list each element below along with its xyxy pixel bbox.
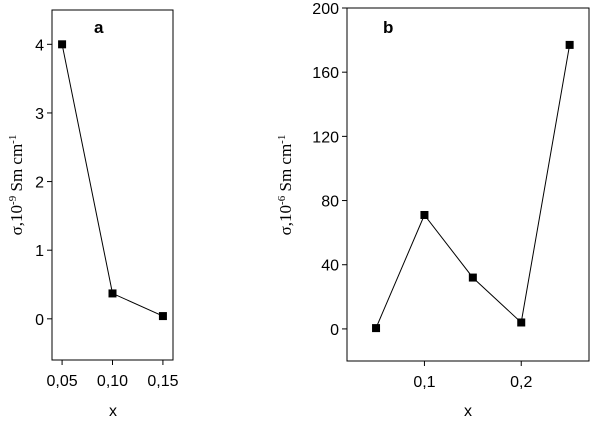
y-tick-label-a-3: 3 [35, 106, 44, 123]
y-axis-label-b: σ,10-6 Sm cm-1 [276, 135, 295, 236]
x-axis-b: 0,1 0,2 [413, 361, 532, 391]
y-label-b-unit-exp: -1 [276, 135, 288, 144]
y-tick-label-b-2: 80 [321, 194, 339, 211]
y-tick-label-b-1: 40 [321, 258, 339, 275]
panel-label-a: a [94, 18, 104, 37]
y-tick-label-b-0: 0 [330, 322, 339, 339]
y-tick-label-b-3: 120 [312, 129, 339, 146]
data-point-b-4 [565, 40, 574, 49]
series-b [372, 40, 574, 333]
y-tick-label-a-2: 2 [35, 175, 44, 192]
panel-label-b: b [383, 18, 393, 37]
y-label-a-exp: -9 [7, 195, 19, 205]
chart-b: 0,1 0,2 0 40 80 120 160 200 b x σ,10-6 Sm cm-1 [276, 1, 590, 420]
data-point-b-2 [468, 273, 477, 282]
y-label-b-exp: -6 [276, 195, 288, 205]
x-axis-a: 0,05 0,10 0,15 [47, 360, 179, 390]
data-point-b-1 [420, 210, 429, 219]
y-label-a-unit: Sm cm [7, 144, 26, 196]
data-point-a-0 [58, 40, 67, 49]
data-point-a-1 [108, 289, 117, 298]
x-tick-label-b-1: 0,2 [510, 374, 532, 391]
x-tick-label-a-0: 0,05 [47, 373, 78, 390]
data-point-b-3 [517, 318, 526, 327]
series-line-b-0 [375, 44, 571, 329]
y-tick-label-a-4: 4 [35, 37, 44, 54]
y-tick-label-a-1: 1 [35, 243, 44, 260]
series-line-a-0 [61, 44, 164, 317]
y-axis-b: 0 40 80 120 160 200 [312, 1, 347, 339]
y-label-b-base: σ,10 [276, 205, 295, 235]
x-axis-label-b: x [464, 403, 472, 420]
plot-frame-b [346, 7, 590, 362]
x-axis-label-a: x [109, 403, 117, 420]
data-point-b-0 [372, 324, 381, 333]
series-a [58, 40, 167, 321]
y-label-a-unit-exp: -1 [7, 135, 19, 144]
plot-frame-a [51, 9, 174, 361]
y-label-b-unit: Sm cm [276, 144, 295, 196]
y-tick-label-b-5: 200 [312, 1, 339, 18]
y-tick-label-a-0: 0 [35, 312, 44, 329]
x-tick-label-b-0: 0,1 [413, 374, 435, 391]
x-tick-label-a-1: 0,10 [97, 373, 128, 390]
data-point-a-2 [158, 312, 167, 321]
y-tick-label-b-4: 160 [312, 65, 339, 82]
y-axis-a: 0 1 2 3 4 [35, 37, 52, 329]
y-axis-label-a: σ,10-9 Sm cm-1 [7, 135, 26, 236]
chart-a: 0,05 0,10 0,15 0 1 2 3 4 a x σ,10-9 Sm cm-1 [7, 9, 179, 420]
y-label-a-base: σ,10 [7, 205, 26, 235]
x-tick-label-a-2: 0,15 [147, 373, 178, 390]
